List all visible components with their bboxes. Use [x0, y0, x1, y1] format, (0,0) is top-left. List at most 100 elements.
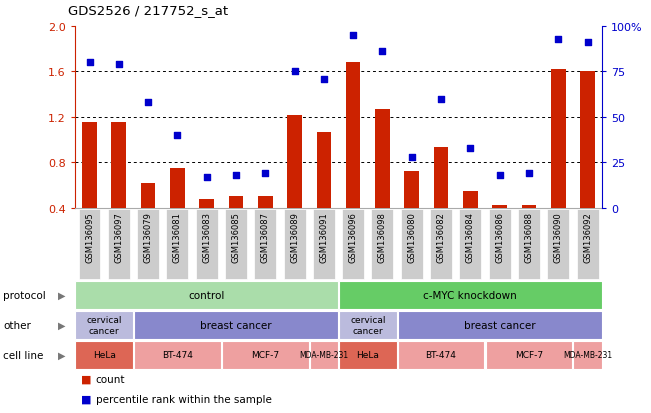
FancyBboxPatch shape — [76, 341, 133, 369]
Text: BT-474: BT-474 — [426, 350, 456, 359]
FancyBboxPatch shape — [196, 210, 217, 279]
Bar — [111, 123, 126, 254]
Text: MCF-7: MCF-7 — [515, 350, 543, 359]
FancyBboxPatch shape — [255, 210, 276, 279]
Bar — [346, 63, 361, 254]
Text: ■: ■ — [81, 394, 92, 404]
Point — [436, 96, 447, 103]
Text: GSM136090: GSM136090 — [554, 212, 562, 262]
Point — [583, 40, 593, 47]
FancyBboxPatch shape — [547, 210, 569, 279]
FancyBboxPatch shape — [108, 210, 130, 279]
Text: other: other — [3, 320, 31, 330]
Bar — [258, 197, 273, 254]
FancyBboxPatch shape — [489, 210, 510, 279]
FancyBboxPatch shape — [76, 311, 133, 339]
Bar — [170, 169, 185, 254]
Bar — [229, 197, 243, 254]
Text: GSM136089: GSM136089 — [290, 212, 299, 263]
Text: BT-474: BT-474 — [162, 350, 193, 359]
Text: GSM136096: GSM136096 — [349, 212, 357, 263]
Text: percentile rank within the sample: percentile rank within the sample — [96, 394, 271, 404]
FancyBboxPatch shape — [398, 311, 602, 339]
FancyBboxPatch shape — [134, 341, 221, 369]
Text: ■: ■ — [81, 374, 92, 384]
Point — [378, 49, 388, 55]
Point — [348, 33, 358, 39]
Text: GSM136084: GSM136084 — [466, 212, 475, 263]
Text: GSM136082: GSM136082 — [437, 212, 445, 263]
Text: HeLa: HeLa — [356, 350, 380, 359]
Text: c-MYC knockdown: c-MYC knockdown — [423, 290, 518, 300]
Text: breast cancer: breast cancer — [200, 320, 272, 330]
Text: breast cancer: breast cancer — [464, 320, 536, 330]
Bar — [463, 191, 478, 254]
Point — [495, 172, 505, 179]
Bar — [82, 123, 97, 254]
Text: GSM136079: GSM136079 — [144, 212, 152, 263]
Bar — [580, 72, 595, 254]
FancyBboxPatch shape — [486, 341, 572, 369]
Point — [260, 171, 271, 177]
Text: ▶: ▶ — [58, 350, 66, 360]
FancyBboxPatch shape — [518, 210, 540, 279]
FancyBboxPatch shape — [574, 341, 602, 369]
Point — [465, 145, 476, 152]
Text: GSM136085: GSM136085 — [232, 212, 240, 263]
Point — [143, 100, 154, 106]
Text: cervical
cancer: cervical cancer — [87, 316, 122, 335]
FancyBboxPatch shape — [398, 341, 484, 369]
FancyBboxPatch shape — [339, 281, 602, 309]
Bar — [287, 115, 302, 254]
Point — [319, 76, 329, 83]
FancyBboxPatch shape — [339, 311, 396, 339]
Text: GSM136081: GSM136081 — [173, 212, 182, 263]
FancyBboxPatch shape — [222, 341, 309, 369]
Point — [289, 69, 299, 76]
Bar — [199, 199, 214, 254]
Point — [553, 36, 564, 43]
Bar — [434, 148, 449, 254]
Text: cell line: cell line — [3, 350, 44, 360]
Text: GDS2526 / 217752_s_at: GDS2526 / 217752_s_at — [68, 4, 229, 17]
Text: GSM136083: GSM136083 — [202, 212, 211, 263]
FancyBboxPatch shape — [460, 210, 481, 279]
Text: GSM136095: GSM136095 — [85, 212, 94, 262]
Text: MCF-7: MCF-7 — [251, 350, 279, 359]
FancyBboxPatch shape — [577, 210, 598, 279]
Point — [231, 172, 242, 179]
FancyBboxPatch shape — [372, 210, 393, 279]
Text: HeLa: HeLa — [92, 350, 116, 359]
Text: GSM136091: GSM136091 — [320, 212, 328, 262]
FancyBboxPatch shape — [76, 281, 338, 309]
Point — [202, 174, 212, 180]
Text: count: count — [96, 374, 125, 384]
Text: GSM136088: GSM136088 — [525, 212, 533, 263]
Bar — [492, 206, 507, 254]
Text: GSM136097: GSM136097 — [115, 212, 123, 263]
Text: MDA-MB-231: MDA-MB-231 — [299, 350, 348, 359]
FancyBboxPatch shape — [401, 210, 422, 279]
Text: GSM136080: GSM136080 — [408, 212, 416, 263]
Bar — [521, 206, 536, 254]
Bar — [316, 132, 331, 254]
FancyBboxPatch shape — [225, 210, 247, 279]
Point — [173, 132, 183, 139]
FancyBboxPatch shape — [339, 341, 396, 369]
FancyBboxPatch shape — [313, 210, 335, 279]
Bar — [141, 183, 156, 254]
FancyBboxPatch shape — [134, 311, 338, 339]
FancyBboxPatch shape — [430, 210, 452, 279]
FancyBboxPatch shape — [79, 210, 100, 279]
FancyBboxPatch shape — [167, 210, 188, 279]
Text: GSM136087: GSM136087 — [261, 212, 270, 263]
Text: GSM136098: GSM136098 — [378, 212, 387, 263]
Point — [523, 171, 534, 177]
Text: ▶: ▶ — [58, 290, 66, 300]
FancyBboxPatch shape — [342, 210, 364, 279]
FancyBboxPatch shape — [137, 210, 159, 279]
Bar — [404, 172, 419, 254]
FancyBboxPatch shape — [310, 341, 338, 369]
Point — [114, 62, 124, 68]
Text: cervical
cancer: cervical cancer — [350, 316, 385, 335]
